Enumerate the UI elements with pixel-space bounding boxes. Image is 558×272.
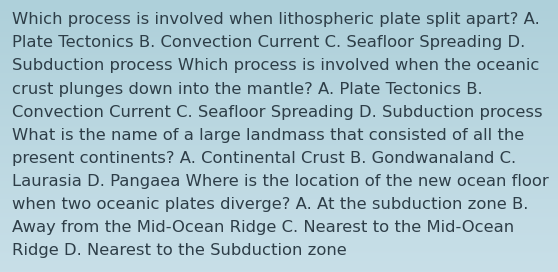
Text: Laurasia D. Pangaea Where is the location of the new ocean floor: Laurasia D. Pangaea Where is the locatio… bbox=[12, 174, 549, 189]
Text: Which process is involved when lithospheric plate split apart? A.: Which process is involved when lithosphe… bbox=[12, 12, 540, 27]
Text: What is the name of a large landmass that consisted of all the: What is the name of a large landmass tha… bbox=[12, 128, 525, 143]
Text: when two oceanic plates diverge? A. At the subduction zone B.: when two oceanic plates diverge? A. At t… bbox=[12, 197, 528, 212]
Text: Subduction process Which process is involved when the oceanic: Subduction process Which process is invo… bbox=[12, 58, 540, 73]
Text: crust plunges down into the mantle? A. Plate Tectonics B.: crust plunges down into the mantle? A. P… bbox=[12, 82, 483, 97]
Text: Ridge D. Nearest to the Subduction zone: Ridge D. Nearest to the Subduction zone bbox=[12, 243, 347, 258]
Text: Away from the Mid-Ocean Ridge C. Nearest to the Mid-Ocean: Away from the Mid-Ocean Ridge C. Nearest… bbox=[12, 220, 514, 235]
Text: Convection Current C. Seafloor Spreading D. Subduction process: Convection Current C. Seafloor Spreading… bbox=[12, 105, 543, 120]
Text: present continents? A. Continental Crust B. Gondwanaland C.: present continents? A. Continental Crust… bbox=[12, 151, 516, 166]
Text: Plate Tectonics B. Convection Current C. Seafloor Spreading D.: Plate Tectonics B. Convection Current C.… bbox=[12, 35, 526, 50]
